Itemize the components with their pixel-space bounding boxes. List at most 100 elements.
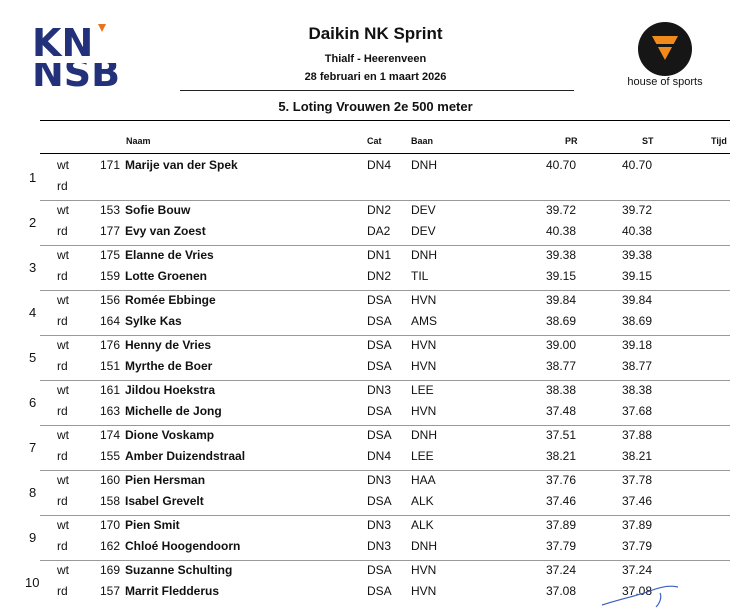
cell-name: Myrthe de Boer: [125, 359, 213, 373]
cell-name: Amber Duizendstraal: [125, 449, 246, 463]
cell-st: 40.70: [621, 158, 652, 172]
cell-lane: rd: [57, 449, 68, 463]
cell-lane: rd: [57, 494, 68, 508]
pair-number: 1: [29, 170, 37, 185]
cell-club: LEE: [411, 383, 434, 397]
cell-pr: 39.38: [545, 248, 576, 262]
cell-club: DNH: [411, 248, 437, 262]
cell-cat: DN3: [367, 539, 392, 553]
cell-start: 160: [100, 473, 121, 487]
cell-start: 157: [100, 584, 121, 598]
cell-st: 39.38: [621, 248, 652, 262]
cell-cat: DSA: [367, 563, 392, 577]
cell-pr: 39.15: [545, 269, 576, 283]
cell-pr: 37.79: [545, 539, 576, 553]
house-of-sports-logo: house of sports: [610, 22, 720, 92]
cell-st: 37.68: [621, 404, 652, 418]
cell-st: 37.46: [621, 494, 652, 508]
cell-start: 155: [100, 449, 121, 463]
cell-st: 37.08: [621, 584, 652, 598]
cell-lane: wt: [57, 158, 69, 172]
cell-club: HVN: [411, 584, 437, 598]
cell-club: TIL: [411, 269, 429, 283]
cell-name: Chloé Hoogendoorn: [125, 539, 241, 553]
cell-start: 159: [100, 269, 121, 283]
cell-pr: 38.21: [545, 449, 576, 463]
cell-lane: rd: [57, 179, 68, 193]
cell-club: DNH: [411, 539, 437, 553]
event-dates: 28 februari en 1 maart 2026: [304, 71, 447, 83]
cell-name: Suzanne Schulting: [125, 563, 233, 577]
cell-st: 39.84: [621, 293, 652, 307]
cell-name: Marrit Fledderus: [125, 584, 220, 598]
cell-cat: DSA: [367, 494, 392, 508]
cell-lane: rd: [57, 584, 68, 598]
cell-lane: wt: [57, 293, 69, 307]
cell-name: Michelle de Jong: [125, 404, 222, 418]
cell-club: HVN: [411, 404, 437, 418]
cell-lane: wt: [57, 383, 69, 397]
cell-st: 38.21: [621, 449, 652, 463]
logo-circle-icon: [638, 22, 692, 76]
cell-cat: DN2: [367, 269, 392, 283]
cell-cat: DN2: [367, 203, 392, 217]
cell-name: Pien Smit: [125, 518, 180, 532]
cell-cat: DN3: [367, 383, 392, 397]
cell-name: Pien Hersman: [125, 473, 206, 487]
cell-lane: wt: [57, 563, 69, 577]
cell-cat: DSA: [367, 359, 392, 373]
cell-st: 37.88: [621, 428, 652, 442]
col-header-pr: PR: [565, 136, 578, 146]
cell-pr: 38.38: [545, 383, 576, 397]
pair-separator: [40, 290, 730, 291]
cell-pr: 37.08: [545, 584, 576, 598]
cell-club: HAA: [411, 473, 436, 487]
pair-number: 4: [29, 305, 37, 320]
cell-start: 158: [100, 494, 121, 508]
pair-number: 9: [29, 530, 37, 545]
cell-pr: 37.46: [545, 494, 576, 508]
pair-separator: [40, 560, 730, 561]
cell-st: 37.79: [621, 539, 652, 553]
table-header-rule: [40, 153, 730, 154]
cell-name: Lotte Groenen: [125, 269, 208, 283]
cell-club: HVN: [411, 293, 437, 307]
cell-start: 170: [100, 518, 121, 532]
cell-cat: DSA: [367, 404, 392, 418]
cell-cat: DN3: [367, 473, 392, 487]
cell-start: 151: [100, 359, 121, 373]
pair-number: 3: [29, 260, 37, 275]
cell-start: 169: [100, 563, 121, 577]
pair-number: 8: [29, 485, 37, 500]
cell-cat: DSA: [367, 293, 392, 307]
cell-lane: wt: [57, 428, 69, 442]
cell-lane: rd: [57, 539, 68, 553]
cell-name: Sofie Bouw: [125, 203, 191, 217]
col-header-st: ST: [642, 136, 654, 146]
pair-number: 5: [29, 350, 37, 365]
cell-name: Dione Voskamp: [125, 428, 215, 442]
cell-cat: DSA: [367, 338, 392, 352]
pair-separator: [40, 515, 730, 516]
cell-name: Elanne de Vries: [125, 248, 214, 262]
cell-name: Evy van Zoest: [125, 224, 206, 238]
cell-start: 163: [100, 404, 121, 418]
cell-start: 174: [100, 428, 121, 442]
cell-pr: 39.84: [545, 293, 576, 307]
knsb-logo: KN NSB: [30, 20, 132, 95]
pair-number: 10: [25, 575, 40, 590]
cell-lane: wt: [57, 518, 69, 532]
cell-lane: wt: [57, 473, 69, 487]
col-header-tijd: Tijd: [711, 136, 727, 146]
cell-start: 177: [100, 224, 121, 238]
cell-name: Romée Ebbinge: [125, 293, 216, 307]
cell-lane: rd: [57, 314, 68, 328]
event-title: Daikin NK Sprint: [308, 24, 443, 43]
draw-subtitle: 5. Loting Vrouwen 2e 500 meter: [278, 99, 473, 114]
pair-separator: [40, 425, 730, 426]
cell-club: HVN: [411, 338, 437, 352]
cell-st: 39.15: [621, 269, 652, 283]
cell-pr: 40.38: [545, 224, 576, 238]
cell-st: 38.69: [621, 314, 652, 328]
cell-start: 153: [100, 203, 121, 217]
